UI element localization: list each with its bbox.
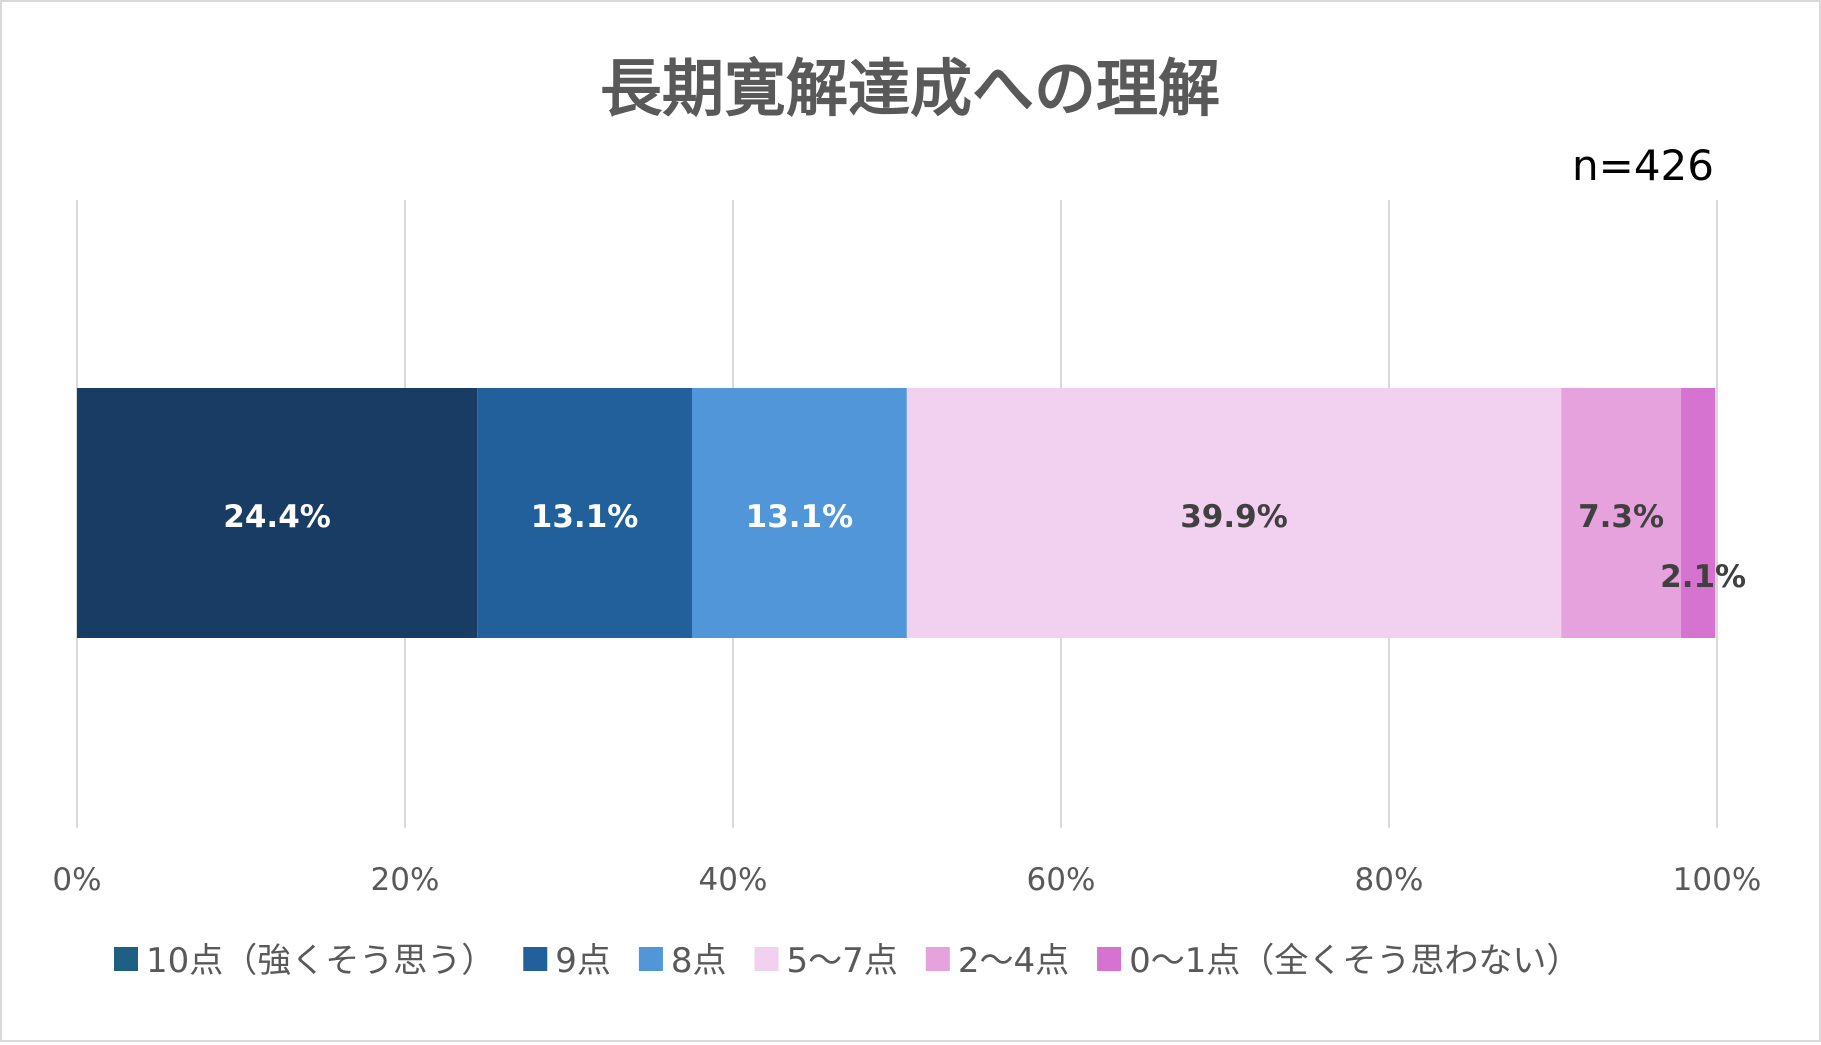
x-tick-label: 20% bbox=[371, 862, 440, 898]
chart-title: 長期寛解達成への理解 bbox=[600, 52, 1220, 125]
legend-swatch bbox=[925, 947, 950, 971]
x-axis-tick-labels: 0% 20% 40% 60% 80% 100% bbox=[52, 862, 1761, 898]
data-label: 2.1% bbox=[1660, 559, 1746, 595]
legend-swatch bbox=[1097, 947, 1122, 971]
legend-label: 10点（強くそう思う） bbox=[146, 941, 495, 981]
x-tick-label: 40% bbox=[699, 862, 768, 898]
x-tick-label: 80% bbox=[1355, 862, 1424, 898]
legend-swatch bbox=[754, 947, 779, 971]
bar-segment bbox=[1680, 388, 1716, 638]
data-label: 13.1% bbox=[531, 499, 639, 535]
legend-label: 5〜7点 bbox=[787, 941, 898, 981]
x-tick-label: 60% bbox=[1027, 862, 1096, 898]
data-label: 39.9% bbox=[1180, 499, 1288, 535]
legend-swatch bbox=[638, 947, 663, 971]
x-tick-label: 0% bbox=[52, 862, 101, 898]
bar-segment bbox=[77, 388, 478, 638]
data-label: 7.3% bbox=[1578, 499, 1664, 535]
sample-size-label: n=426 bbox=[1572, 141, 1714, 190]
bar-segment bbox=[477, 388, 692, 638]
legend-label: 0〜1点（全くそう思わない） bbox=[1129, 941, 1580, 981]
legend-label: 8点 bbox=[671, 941, 727, 981]
bar-segment bbox=[906, 388, 1562, 638]
legend: 10点（強くそう思う） 9点 8点 5〜7点 2〜4点 0〜1点（全くそう思わない） bbox=[114, 941, 1580, 981]
data-label: 24.4% bbox=[223, 499, 331, 535]
data-labels: 24.4% 13.1% 13.1% 39.9% 7.3% 2.1% bbox=[223, 499, 1746, 595]
legend-label: 2〜4点 bbox=[958, 941, 1069, 981]
legend-label: 9点 bbox=[555, 941, 611, 981]
bar-segments bbox=[77, 388, 1716, 638]
x-tick-label: 100% bbox=[1673, 862, 1762, 898]
legend-swatch bbox=[114, 947, 138, 971]
bar-segment bbox=[1561, 388, 1681, 638]
data-label: 13.1% bbox=[746, 499, 854, 535]
bar-segment bbox=[692, 388, 907, 638]
legend-swatch bbox=[523, 947, 548, 971]
